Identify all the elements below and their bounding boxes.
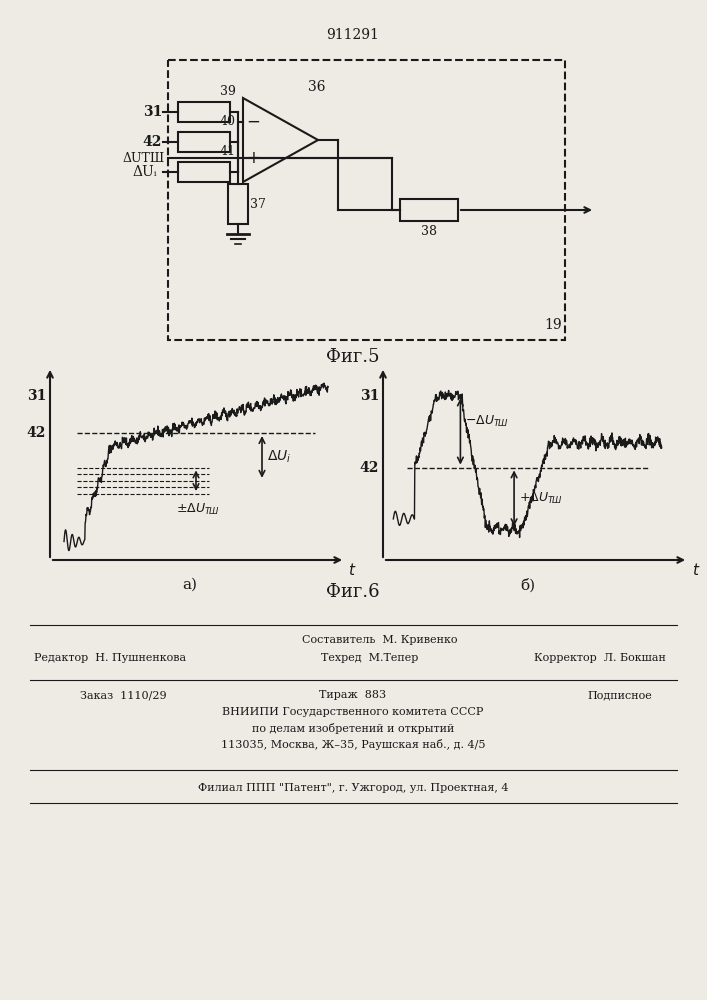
Text: 40: 40 (220, 115, 236, 128)
Text: 113035, Москва, Ж–35, Раушская наб., д. 4/5: 113035, Москва, Ж–35, Раушская наб., д. … (221, 739, 485, 750)
Text: ΔUᵢ: ΔUᵢ (132, 165, 157, 179)
Text: t: t (348, 563, 354, 578)
Text: Тираж  883: Тираж 883 (320, 690, 387, 700)
Text: а): а) (182, 578, 197, 592)
Text: t: t (692, 563, 698, 578)
Text: $\Delta U_i$: $\Delta U_i$ (267, 449, 291, 465)
Text: Подписное: Подписное (588, 690, 653, 700)
Bar (178, 102, 230, 122)
Text: Редактор  Н. Пушненкова: Редактор Н. Пушненкова (34, 653, 186, 663)
Text: 42: 42 (360, 460, 379, 475)
Text: 19: 19 (544, 318, 562, 332)
Text: ΔUТШ: ΔUТШ (123, 151, 165, 164)
Text: +: + (246, 149, 260, 167)
Text: 36: 36 (308, 80, 325, 94)
Text: 31: 31 (360, 389, 379, 403)
Text: Филиал ППП "Патент", г. Ужгород, ул. Проектная, 4: Филиал ППП "Патент", г. Ужгород, ул. Про… (198, 783, 508, 793)
Polygon shape (243, 98, 318, 182)
Text: 41: 41 (220, 145, 236, 158)
Text: −: − (246, 113, 260, 131)
Text: Техред  М.Тепер: Техред М.Тепер (321, 653, 419, 663)
Bar (400, 199, 458, 221)
Text: 911291: 911291 (327, 28, 380, 42)
Bar (178, 162, 230, 182)
Text: 38: 38 (421, 225, 437, 238)
Text: 37: 37 (250, 198, 266, 211)
Text: по делам изобретений и открытий: по делам изобретений и открытий (252, 723, 454, 734)
Text: 39: 39 (220, 85, 236, 98)
Text: б): б) (520, 578, 535, 592)
Text: 31: 31 (27, 389, 46, 403)
Text: $+\Delta U_{T\!Ш}$: $+\Delta U_{T\!Ш}$ (519, 491, 562, 506)
Text: Фиг.6: Фиг.6 (326, 583, 380, 601)
Text: 42: 42 (27, 426, 46, 440)
Text: $-\Delta U_{T\!Ш}$: $-\Delta U_{T\!Ш}$ (465, 414, 508, 429)
Text: $\pm\Delta U_{T\!Ш}$: $\pm\Delta U_{T\!Ш}$ (176, 502, 220, 517)
Text: 42: 42 (143, 135, 162, 149)
Text: Фиг.5: Фиг.5 (326, 348, 380, 366)
Text: Корректор  Л. Бокшан: Корректор Л. Бокшан (534, 653, 666, 663)
Text: Составитель  М. Кривенко: Составитель М. Кривенко (303, 635, 457, 645)
Bar (178, 132, 230, 152)
Text: 31: 31 (143, 105, 162, 119)
Text: Заказ  1110/29: Заказ 1110/29 (80, 690, 167, 700)
Text: ВНИИПИ Государственного комитета СССР: ВНИИПИ Государственного комитета СССР (222, 707, 484, 717)
Bar (228, 184, 248, 224)
